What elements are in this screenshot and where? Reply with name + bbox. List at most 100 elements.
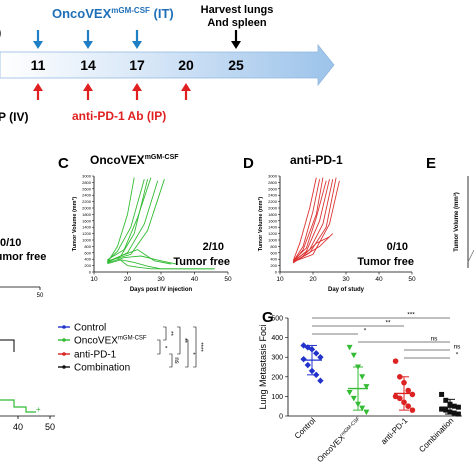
chart-g-point-combination (451, 403, 457, 409)
legend-marker-3 (62, 352, 66, 356)
chart-c-series-8 (107, 255, 178, 265)
chart-c-ytick-label: 2400 (82, 193, 92, 198)
sig-label-4: ** (181, 338, 187, 343)
chart-g-ylabel: Lung Metastasis Foci (258, 324, 268, 409)
left-paren-fragment: ) (0, 25, 1, 40)
chart-d-tumor-free-count: 0/10 (387, 241, 408, 253)
left-panel-fragment: 50 0/10 tumor free (0, 237, 46, 299)
legend-label-3: anti-PD-1 (74, 350, 117, 361)
harvest-label-line1: Harvest lungs (201, 4, 274, 16)
chart-d-ytick-label: 600 (270, 250, 277, 255)
sig-bracket-4 (177, 326, 181, 355)
chart-d-ytick-label: 400 (270, 257, 277, 262)
chart-c-tumor-free-count: 2/10 (203, 241, 224, 253)
chart-c-xtick-label: 30 (157, 276, 165, 283)
chart-d-xtick-label: 30 (342, 276, 350, 283)
chart-c-ylabel: Tumor Volume (mm³) (71, 197, 78, 252)
chart-d-xtick-label: 20 (309, 276, 317, 283)
chart-d-ylabel: Tumor Volume (mm³) (257, 197, 264, 252)
comparison-label-5: ns (454, 344, 462, 351)
left-count: 0/10 (0, 237, 21, 249)
chart-c-xtick-label: 20 (124, 276, 132, 283)
chart-d-ytick-label: 200 (270, 263, 277, 268)
chart-g-point-oncovex (346, 344, 353, 351)
chart-g-point-combination (451, 410, 457, 416)
chart-g-point-combination (443, 397, 449, 403)
chart-d-ytick-label: 0 (275, 270, 278, 275)
sig-label-1: ** (167, 331, 173, 336)
panel-g-letter: G (262, 309, 274, 326)
sig-label-6: **** (197, 342, 203, 352)
chart-d-ytick-label: 1000 (268, 238, 278, 243)
chart-c-ytick-label: 1800 (82, 212, 92, 217)
timeline-arrow-bar (0, 43, 335, 87)
harvest-arrow-day25 (231, 30, 241, 49)
survival-tick-50: 50 (45, 422, 55, 432)
legend-label-4: Combination (74, 363, 130, 374)
legend-marker-2 (62, 338, 66, 342)
survival-curve-green (0, 399, 36, 413)
chart-d-xtick-label: 50 (408, 276, 416, 283)
chart-g-point-anti-pd-1 (405, 403, 412, 410)
chart-g-point-oncovex (363, 409, 370, 416)
chart-d-ytick-label: 2600 (268, 186, 278, 191)
chart-c-series-5 (107, 179, 165, 262)
legend-marker-4 (62, 365, 66, 369)
chart-g-ytick-label: 300 (271, 355, 283, 362)
chart-c-xtick-label: 10 (90, 276, 98, 283)
pd1-arrow-day11 (33, 83, 43, 100)
oncovex-arrow-day14 (83, 30, 93, 49)
chart-c-series-6 (107, 177, 135, 263)
chart-d-xtick-label: 40 (375, 276, 383, 283)
timeline: OncoVEXmGM-CSF (IT) Harvest lungs And sp… (0, 4, 335, 124)
comparison-label-2: ** (385, 320, 391, 327)
chart-d-series-10 (292, 233, 334, 263)
comparison-label-6: * (456, 352, 459, 359)
chart-g-point-anti-pd-1 (409, 391, 416, 398)
chart-g-point-oncovex (350, 352, 357, 359)
chart-g-point-combination (439, 406, 445, 412)
chart-c-ytick-label: 2600 (82, 186, 92, 191)
chart-g-category-label-4: Combination (417, 416, 455, 454)
comparison-label-3: * (364, 328, 367, 335)
panel-c-title: OncoVEXmGM-CSF (90, 153, 179, 167)
chart-c-ytick-label: 2000 (82, 206, 92, 211)
sig-bracket-5 (185, 339, 189, 368)
pd1-arrow-day14 (83, 83, 93, 100)
chart-c-xtick-label: 40 (191, 276, 199, 283)
chart-c-series-3 (107, 177, 152, 261)
chart-c-ytick-label: 800 (84, 244, 91, 249)
chart-c-xtick-label: 50 (224, 276, 232, 283)
chart-c-ytick-label: 3000 (82, 174, 92, 179)
chart-d-ytick-label: 2200 (268, 199, 278, 204)
chart-c-xlabel: Days post IV injection (130, 287, 193, 293)
chart-g-point-control (317, 377, 324, 384)
chart-d-ytick-label: 2800 (268, 180, 278, 185)
panel-d-letter: D (243, 155, 254, 172)
chart-g-point-combination (443, 407, 449, 413)
pd1-arrow-day20 (181, 83, 191, 100)
chart-d-ytick-label: 800 (270, 244, 277, 249)
chart-d-series-6 (292, 179, 334, 262)
chart-g-ytick-label: 500 (271, 316, 283, 323)
chart-d-ytick-label: 1600 (268, 218, 278, 223)
left-tick-50: 50 (37, 293, 44, 299)
oncovex-it-label: OncoVEXmGM-CSF (IT) (52, 6, 174, 21)
chart-g-point-control (313, 350, 320, 357)
sig-label-2: * (161, 346, 167, 349)
day-label-11: 11 (31, 57, 46, 73)
left-iv-fragment: P (IV) (0, 110, 28, 124)
chart-c-ytick-label: 1600 (82, 218, 92, 223)
comparison-label-4: ns (431, 336, 439, 343)
pd1-ab-label: anti-PD-1 Ab (IP) (72, 109, 166, 123)
chart-g-point-anti-pd-1 (392, 393, 399, 400)
panel-e-fragment: Tumor Volume (mm³) (453, 176, 474, 268)
chart-g-point-oncovex (346, 389, 353, 396)
chart-d-series-2 (292, 179, 321, 262)
oncovex-arrow-day17 (132, 30, 142, 49)
chart-c-ytick-label: 2200 (82, 199, 92, 204)
chart-g-category-label-2: OncoVEXmGM-CSF (315, 416, 363, 464)
chart-d-ytick-label: 1400 (268, 225, 278, 230)
